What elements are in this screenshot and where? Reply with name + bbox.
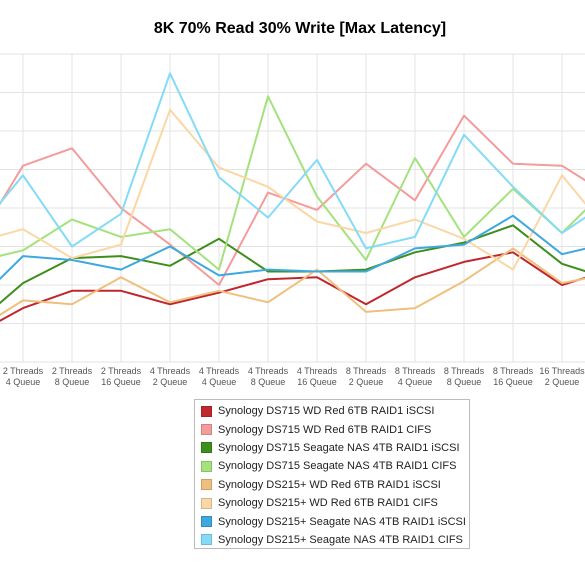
legend-swatch: [201, 479, 212, 491]
x-tick-label: 2 Threads 16 Queue: [101, 366, 142, 387]
legend-label: Synology DS215+ Seagate NAS 4TB RAID1 iS…: [218, 515, 466, 528]
legend-swatch: [201, 497, 212, 509]
legend-item[interactable]: Synology DS715 WD Red 6TB RAID1 iSCSI: [201, 402, 469, 420]
legend-swatch: [201, 516, 212, 528]
legend-swatch: [201, 442, 212, 454]
legend-item[interactable]: Synology DS215+ WD Red 6TB RAID1 iSCSI: [201, 476, 469, 494]
series-line-3: [0, 224, 585, 305]
series-lines: [0, 72, 585, 322]
legend-item[interactable]: Synology DS215+ WD Red 6TB RAID1 CIFS: [201, 494, 469, 512]
legend-item[interactable]: Synology DS715 Seagate NAS 4TB RAID1 CIF…: [201, 457, 469, 475]
x-tick-label: 8 Threads 4 Queue: [395, 366, 436, 387]
legend-label: Synology DS215+ WD Red 6TB RAID1 iSCSI: [218, 478, 441, 491]
x-tick-label: 4 Threads 8 Queue: [248, 366, 289, 387]
series-line-5: [0, 247, 585, 317]
x-tick-label: 8 Threads 8 Queue: [444, 366, 485, 387]
legend-item[interactable]: Synology DS715 Seagate NAS 4TB RAID1 iSC…: [201, 439, 469, 457]
legend-label: Synology DS715 WD Red 6TB RAID1 iSCSI: [218, 405, 435, 418]
series-line-4: [0, 95, 585, 271]
series-line-8: [0, 72, 585, 250]
grid-lines: [0, 53, 585, 363]
x-tick-label: 4 Threads 2 Queue: [150, 366, 191, 387]
x-tick-label: 2 Threads 8 Queue: [52, 366, 93, 387]
legend-item[interactable]: Synology DS715 WD Red 6TB RAID1 CIFS: [201, 420, 469, 438]
legend-item[interactable]: Synology DS215+ Seagate NAS 4TB RAID1 CI…: [201, 531, 469, 549]
series-line-2: [0, 114, 585, 286]
series-line-6: [0, 108, 585, 271]
x-tick-label: 16 Threads 2 Queue: [539, 366, 585, 387]
series-line-1: [0, 251, 585, 322]
legend-swatch: [201, 460, 212, 472]
legend: Synology DS715 WD Red 6TB RAID1 iSCSI Syn…: [194, 399, 470, 549]
legend-label: Synology DS715 Seagate NAS 4TB RAID1 iSC…: [218, 441, 460, 454]
x-tick-label: 4 Threads 4 Queue: [199, 366, 240, 387]
legend-swatch: [201, 405, 212, 417]
chart-title: 8K 70% Read 30% Write [Max Latency]: [153, 20, 447, 37]
legend-label: Synology DS715 Seagate NAS 4TB RAID1 CIF…: [218, 460, 457, 473]
legend-item[interactable]: Synology DS215+ Seagate NAS 4TB RAID1 iS…: [201, 512, 469, 530]
x-tick-label: 2 Threads 4 Queue: [3, 366, 44, 387]
legend-swatch: [201, 534, 212, 546]
legend-swatch: [201, 424, 212, 436]
x-tick-label: 8 Threads 2 Queue: [346, 366, 387, 387]
legend-label: Synology DS215+ Seagate NAS 4TB RAID1 CI…: [218, 533, 463, 546]
x-tick-label: 4 Threads 16 Queue: [297, 366, 338, 387]
legend-label: Synology DS215+ WD Red 6TB RAID1 CIFS: [218, 497, 438, 510]
series-line-7: [0, 214, 585, 281]
x-tick-label: 8 Threads 16 Queue: [493, 366, 534, 387]
legend-label: Synology DS715 WD Red 6TB RAID1 CIFS: [218, 423, 432, 436]
